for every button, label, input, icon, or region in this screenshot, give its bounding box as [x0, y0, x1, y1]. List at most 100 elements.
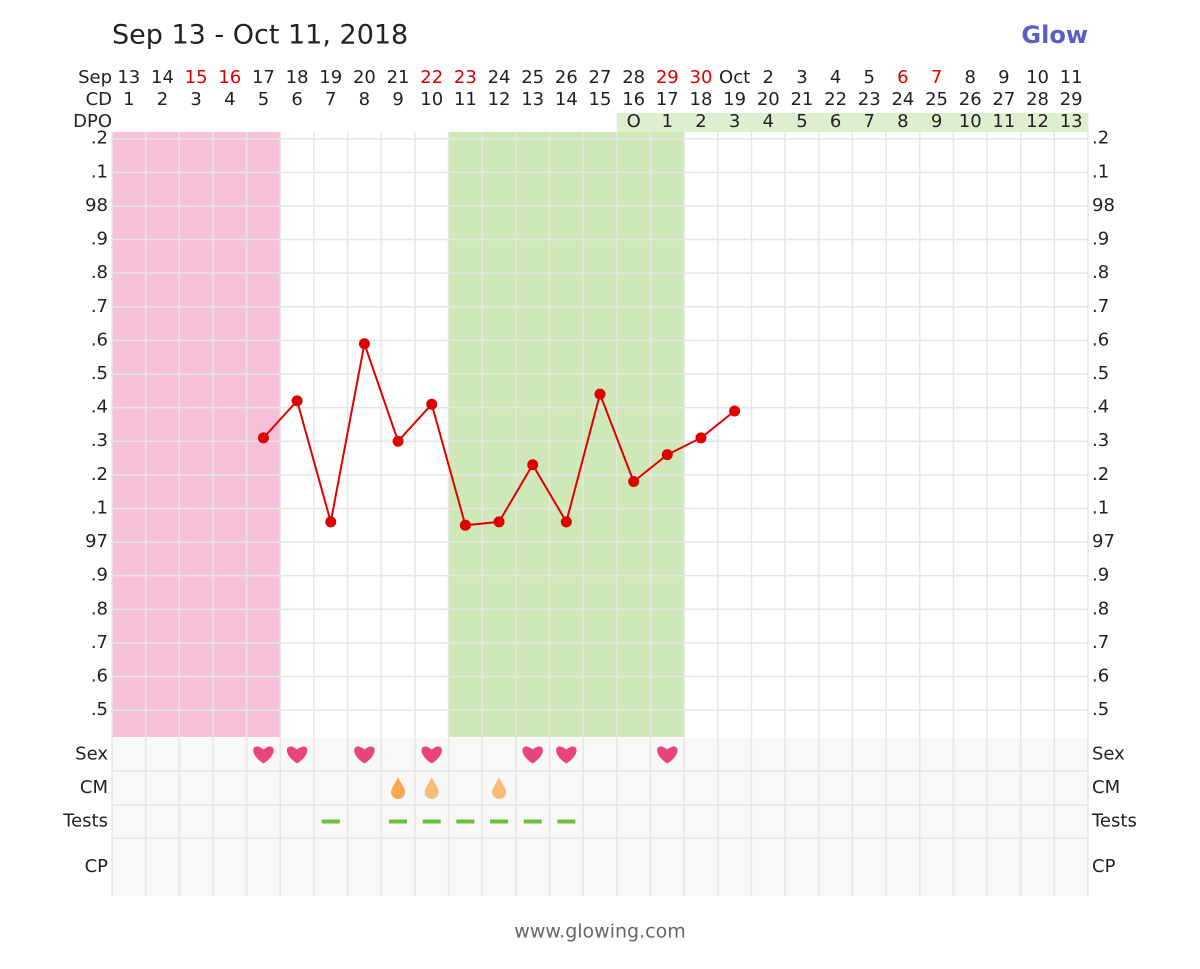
cd-label: 28: [1026, 89, 1049, 110]
y-tick-label: .2: [91, 128, 108, 149]
dpo-label: 6: [830, 111, 841, 132]
temp-point: [628, 476, 640, 488]
cd-label: 16: [622, 89, 645, 110]
dash-icon: [490, 819, 509, 824]
cd-label: 14: [555, 89, 578, 110]
date-label: 13: [117, 67, 140, 88]
cd-label: 19: [723, 89, 746, 110]
y-tick-label: .7: [91, 296, 108, 317]
row-name-right: Tests: [1091, 811, 1137, 832]
dpo-label: 13: [1060, 111, 1083, 132]
dpo-bg: [1054, 113, 1089, 132]
date-label: 28: [622, 67, 645, 88]
dpo-label: 2: [695, 111, 706, 132]
date-label: 2: [763, 67, 774, 88]
y-tick-label: .7: [91, 632, 108, 653]
footer: www.glowing.com: [514, 921, 685, 943]
y-tick-label-right: .7: [1092, 632, 1109, 653]
heart-icon: [354, 746, 375, 764]
cd-label: 20: [757, 89, 780, 110]
dpo-label: 10: [959, 111, 982, 132]
temp-point: [392, 435, 404, 447]
row-name: CP: [85, 856, 109, 877]
y-tick-label-right: .2: [1092, 464, 1109, 485]
dash-icon: [557, 819, 576, 824]
dpo-bg: [684, 113, 719, 132]
cd-label: 4: [224, 89, 235, 110]
y-tick-label-right: .9: [1092, 565, 1109, 586]
dash-icon: [523, 819, 542, 824]
dpo-bg: [1020, 113, 1055, 132]
temp-point: [493, 516, 505, 528]
y-tick-label-right: .5: [1092, 363, 1109, 384]
dpo-label: 11: [992, 111, 1015, 132]
cd-label: 25: [925, 89, 948, 110]
row-name: Sex: [75, 744, 108, 765]
row-name-right: Sex: [1092, 744, 1125, 765]
dpo-bg: [919, 113, 954, 132]
dpo-label: 1: [662, 111, 673, 132]
cd-label: 1: [123, 89, 134, 110]
date-label: 24: [488, 67, 511, 88]
temp-point: [729, 405, 741, 417]
drop-icon: [492, 777, 507, 799]
row-name-right: CM: [1092, 777, 1120, 798]
dpo-label: 4: [763, 111, 774, 132]
dash-icon: [456, 819, 475, 824]
cd-label: 26: [959, 89, 982, 110]
y-tick-label: .4: [91, 397, 108, 418]
date-label: 8: [964, 67, 975, 88]
date-label: 9: [998, 67, 1009, 88]
y-tick-label: .1: [91, 161, 108, 182]
temp-point: [291, 395, 303, 407]
cd-label: 22: [824, 89, 847, 110]
y-tick-label-right: .5: [1092, 699, 1109, 720]
date-label: 4: [830, 67, 841, 88]
heart-icon: [253, 746, 274, 764]
row-label: CD: [86, 89, 112, 110]
y-tick-label-right: .2: [1092, 128, 1109, 149]
temp-point: [594, 388, 606, 400]
date-label: 10: [1026, 67, 1049, 88]
heart-icon: [421, 746, 442, 764]
cd-label: 13: [521, 89, 544, 110]
cd-label: 2: [157, 89, 168, 110]
cd-label: 9: [392, 89, 403, 110]
heart-icon: [522, 746, 543, 764]
y-tick-label-right: .3: [1092, 430, 1109, 451]
temp-point: [459, 519, 471, 531]
dpo-label: O: [627, 111, 641, 132]
y-tick-label: 98: [85, 195, 108, 216]
dpo-bg: [751, 113, 786, 132]
y-tick-label-right: .6: [1092, 666, 1109, 687]
row-label: Sep: [78, 67, 112, 88]
date-label: 14: [151, 67, 174, 88]
cd-label: 23: [858, 89, 881, 110]
band: [448, 132, 685, 737]
y-tick-label: .5: [91, 699, 108, 720]
y-tick-label-right: .9: [1092, 229, 1109, 250]
cd-label: 27: [992, 89, 1015, 110]
temp-point: [426, 398, 438, 410]
heart-icon: [286, 746, 308, 764]
dpo-label: 3: [729, 111, 740, 132]
y-tick-label-right: .1: [1092, 497, 1109, 518]
cd-label: 18: [690, 89, 713, 110]
y-tick-label-right: .1: [1092, 161, 1109, 182]
temp-point: [560, 516, 572, 528]
date-label: 15: [185, 67, 208, 88]
heart-icon: [556, 746, 577, 764]
temp-point: [695, 432, 707, 444]
row-name-right: CP: [1092, 856, 1116, 877]
y-tick-label-right: .8: [1092, 598, 1109, 619]
row-label: DPO: [73, 111, 112, 132]
date-label: 6: [897, 67, 908, 88]
cd-label: 29: [1060, 89, 1083, 110]
y-tick-label-right: .6: [1092, 329, 1109, 350]
y-tick-label: .2: [91, 464, 108, 485]
cd-label: 5: [258, 89, 269, 110]
date-label: 22: [420, 67, 443, 88]
y-tick-label: .9: [91, 229, 108, 250]
dpo-label: 7: [864, 111, 875, 132]
band: [112, 132, 281, 737]
